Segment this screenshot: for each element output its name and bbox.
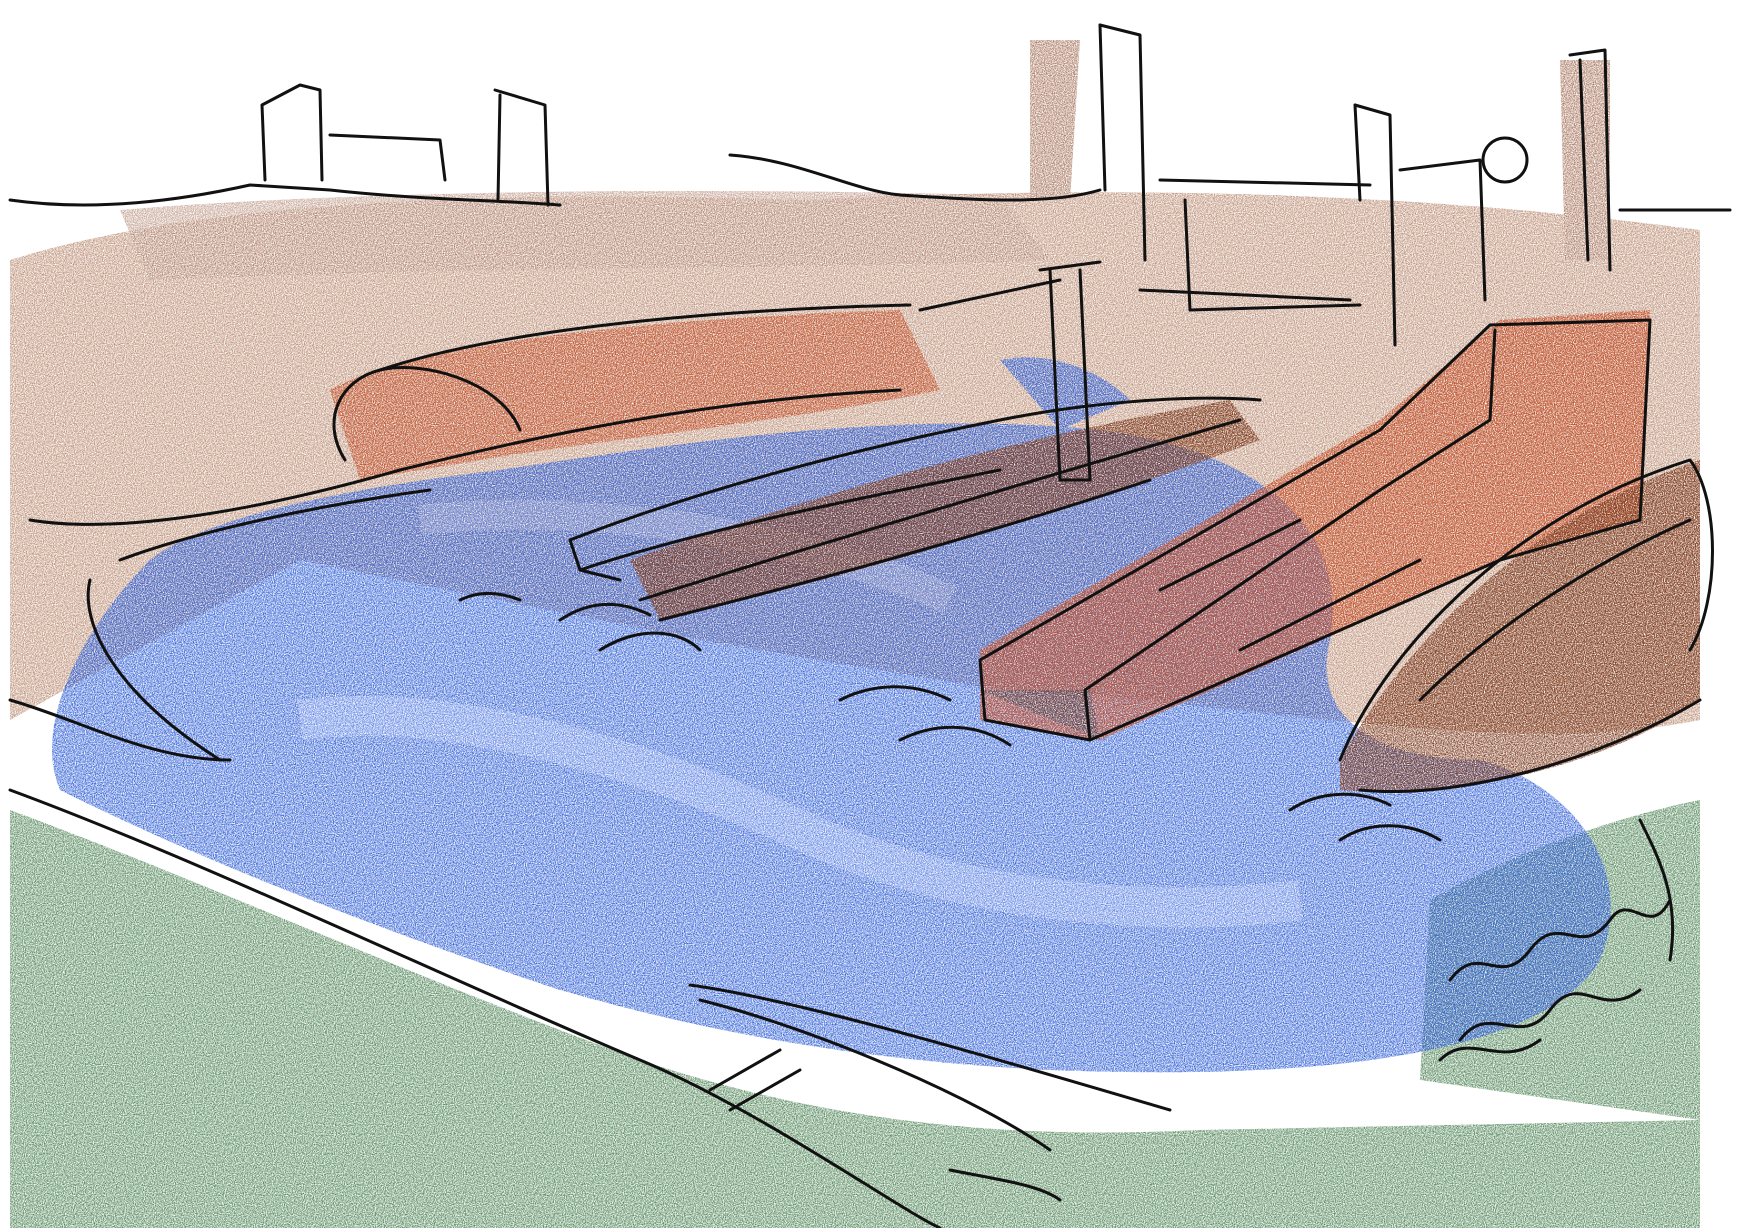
ink-linework xyxy=(8,23,1732,1228)
curved-building-left xyxy=(330,310,940,480)
rust-building-right xyxy=(980,310,1650,740)
long-dark-building xyxy=(630,400,1260,620)
boat-building-far-right xyxy=(1340,460,1700,792)
